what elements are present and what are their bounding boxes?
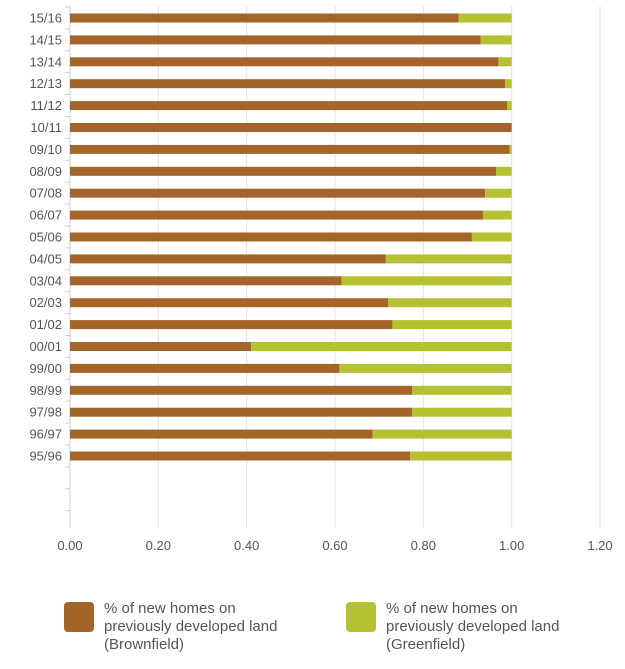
stacked-bar-chart: 15/16 14/15 13/14 12/13 11/12 10/11 09/10 08/09… [29,6,613,553]
legend-label-brownfield: % of new homes on previously developed l… [104,600,324,654]
bar-greenfield [339,363,512,373]
bar-brownfield [70,79,506,89]
bar-brownfield [70,13,459,23]
bar-brownfield [70,342,252,351]
bar-brownfield [70,144,510,154]
bar-brownfield [70,363,340,373]
bar-brownfield [70,210,483,220]
legend-label-line: (Brownfield) [104,636,185,653]
legend-swatch-greenfield [346,602,376,632]
bar-brownfield [70,188,486,198]
bar-greenfield [388,298,512,308]
x-tick-label: 0.40 [234,538,259,553]
y-tick-label: 00/01 [29,339,62,354]
y-tick-label: 96/97 [29,427,62,442]
y-tick-label: 08/09 [29,164,62,179]
bar-greenfield [251,342,512,351]
x-tick-label: 0.20 [146,538,171,553]
legend-label-greenfield: % of new homes on previously developed l… [386,600,606,654]
bar-greenfield [410,451,512,461]
bars [70,13,512,461]
bar-brownfield [70,385,413,395]
bar-brownfield [70,101,508,111]
x-tick-label: 1.20 [587,538,612,553]
bar-brownfield [70,35,481,45]
bar-greenfield [498,57,512,67]
bar-greenfield [412,385,512,395]
bar-brownfield [70,320,393,330]
bar-greenfield [482,210,512,220]
legend-label-line: % of new homes on [104,600,236,617]
x-tick-label: 0.80 [411,538,436,553]
bar-brownfield [70,166,497,176]
y-tick-label: 15/16 [29,11,62,26]
y-tick-label: 14/15 [29,32,62,47]
bar-greenfield [485,188,512,198]
y-tick-label: 01/02 [29,317,62,332]
bar-brownfield [70,57,499,67]
y-tick-label: 03/04 [29,273,62,288]
bar-brownfield [70,276,342,286]
y-tick-label: 10/11 [30,120,62,135]
legend-label-line: % of new homes on [386,600,518,617]
bar-brownfield [70,232,472,242]
y-tick-label: 06/07 [29,208,62,223]
y-tick-label: 13/14 [29,54,62,69]
bar-brownfield [70,451,411,461]
bar-greenfield [507,101,512,111]
bar-greenfield [372,429,512,439]
bar-greenfield [458,13,512,23]
y-tick-label: 09/10 [29,142,62,157]
y-tick-label: 98/99 [29,383,62,398]
y-tick-label: 07/08 [29,186,62,201]
x-axis-tick-labels: 0.00 0.20 0.40 0.60 0.80 1.00 1.20 [57,538,612,553]
bar-greenfield [509,144,512,154]
legend-swatch-brownfield [64,602,94,632]
legend-label-line: (Greenfield) [386,636,466,653]
category-labels: 15/16 14/15 13/14 12/13 11/12 10/11 09/10 08/09… [29,11,62,464]
y-tick-label: 04/05 [29,251,62,266]
bar-greenfield [341,276,512,286]
bar-brownfield [70,123,512,132]
x-tick-label: 1.00 [499,538,524,553]
bar-greenfield [480,35,512,45]
bar-brownfield [70,298,388,308]
y-tick-label: 97/98 [29,405,62,420]
bar-greenfield [496,166,512,176]
y-tick-label: 02/03 [29,295,62,310]
y-tick-label: 11/12 [30,98,62,113]
y-tick-label: 99/00 [29,361,62,376]
bar-brownfield [70,254,386,264]
y-tick-label: 95/96 [29,449,62,464]
bar-brownfield [70,407,413,417]
bar-greenfield [385,254,512,264]
bar-greenfield [412,407,512,417]
bar-greenfield [392,320,512,330]
y-tick-label: 05/06 [29,230,62,245]
y-tick-label: 12/13 [29,76,62,91]
x-tick-label: 0.60 [322,538,347,553]
legend-label-line: previously developed land [104,618,278,635]
bar-brownfield [70,429,373,439]
bar-greenfield [471,232,512,242]
legend-label-line: previously developed land [386,618,560,635]
x-tick-label: 0.00 [57,538,82,553]
gridlines [65,6,601,528]
bar-greenfield [505,79,512,89]
